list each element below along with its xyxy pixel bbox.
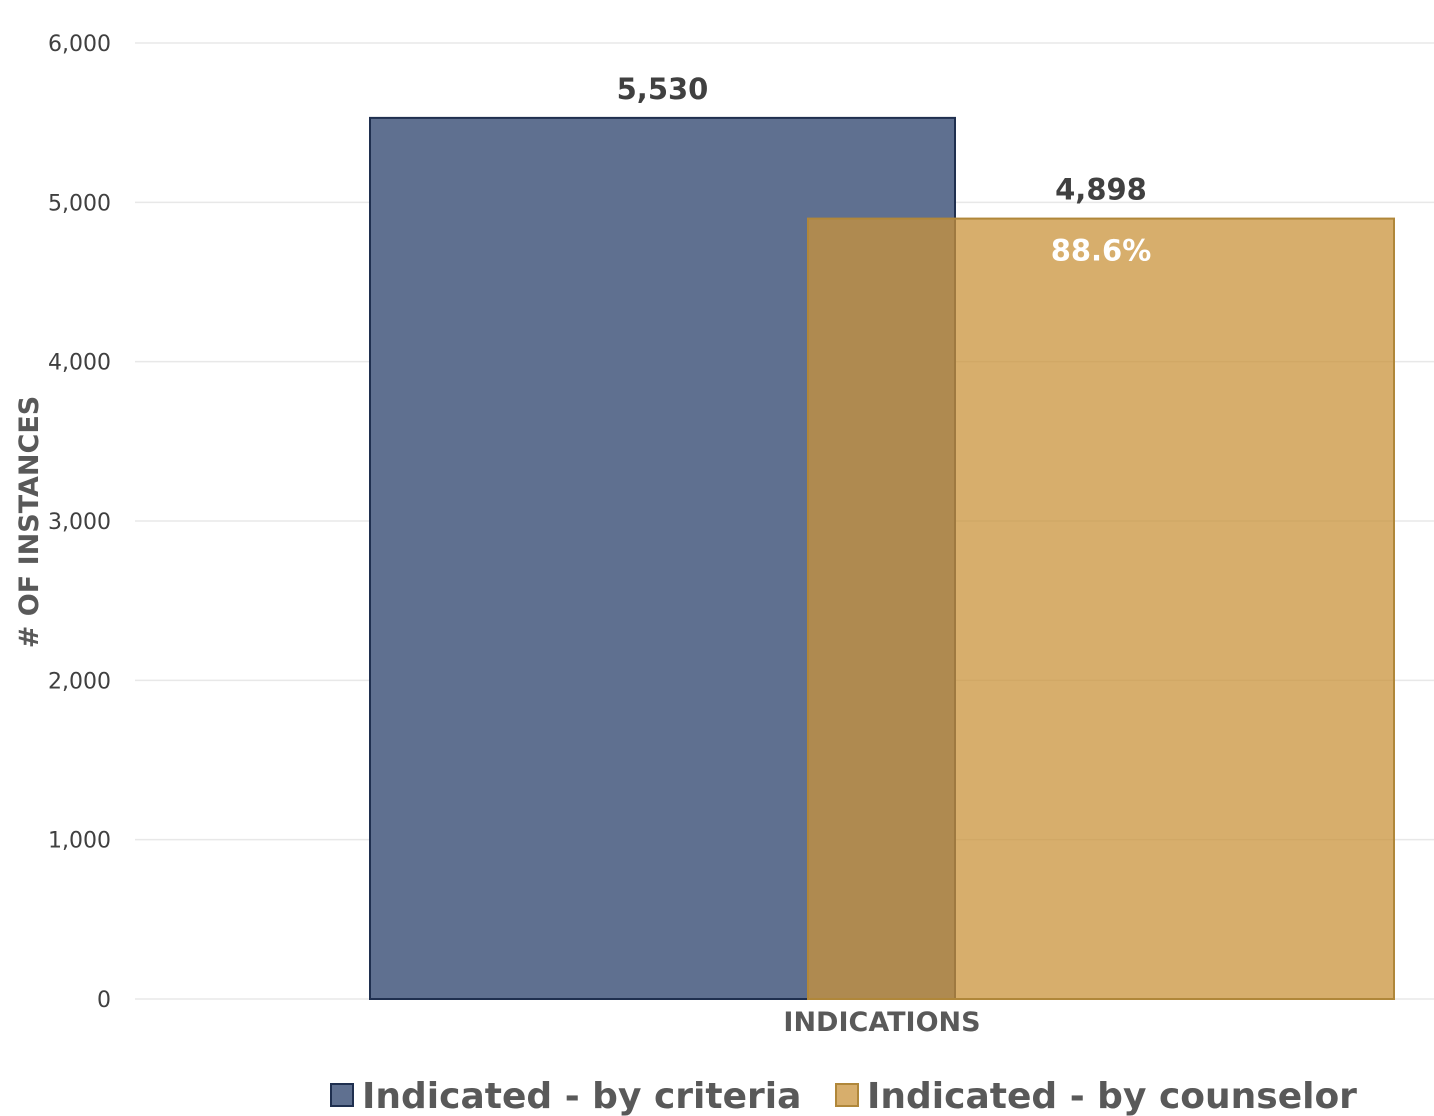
legend-swatch-criteria (330, 1083, 354, 1107)
y-axis-ticks: 0 1,000 2,000 3,000 4,000 5,000 6,000 (48, 32, 111, 1013)
percent-label: 88.6% (1051, 234, 1152, 268)
y-tick-label: 6,000 (48, 32, 111, 57)
bar-counselor (807, 217, 1395, 1000)
y-tick-label: 0 (97, 988, 111, 1013)
legend-label-criteria: Indicated - by criteria (362, 1076, 801, 1116)
y-tick-label: 2,000 (48, 669, 111, 694)
data-labels: 5,530 4,898 88.6% (617, 72, 1152, 268)
legend-swatch-counselor (835, 1083, 859, 1107)
bars (369, 116, 1395, 1001)
legend-label-counselor: Indicated - by counselor (867, 1076, 1357, 1116)
data-label-counselor: 4,898 (1055, 173, 1147, 207)
y-tick-label: 3,000 (48, 510, 111, 535)
y-tick-label: 4,000 (48, 351, 111, 376)
y-tick-label: 5,000 (48, 191, 111, 216)
legend: Indicated - by criteria Indicated - by c… (330, 1076, 1357, 1116)
y-tick-label: 1,000 (48, 829, 111, 854)
data-label-criteria: 5,530 (617, 72, 709, 106)
x-axis-title: INDICATIONS (783, 1007, 980, 1038)
y-axis-title: # OF INSTANCES (14, 396, 45, 648)
